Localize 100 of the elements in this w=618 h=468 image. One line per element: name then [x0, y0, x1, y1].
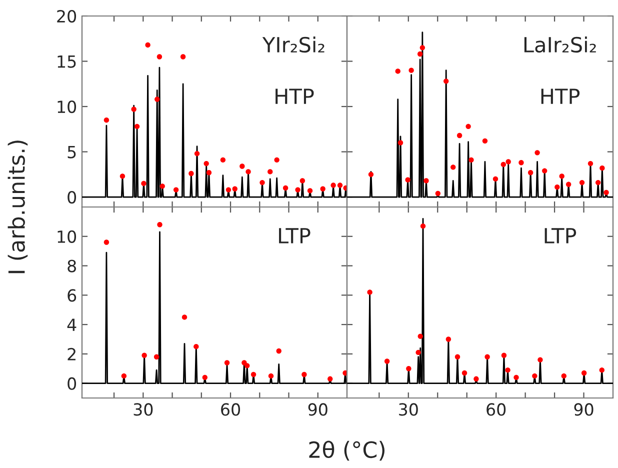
point	[528, 170, 534, 176]
point	[416, 350, 421, 356]
point	[120, 174, 126, 179]
point	[514, 374, 519, 380]
point	[604, 190, 609, 196]
point	[328, 376, 333, 382]
point	[154, 96, 160, 102]
point	[224, 360, 230, 366]
point	[250, 372, 256, 378]
y-tick-label: 2	[68, 348, 76, 360]
point	[420, 45, 426, 50]
point	[538, 357, 543, 362]
point	[417, 51, 423, 57]
point	[260, 180, 265, 186]
point	[482, 138, 488, 144]
point	[206, 170, 212, 176]
annotation: LTP	[279, 228, 310, 244]
point	[581, 370, 587, 376]
point	[466, 124, 471, 130]
point	[367, 290, 372, 295]
point	[145, 42, 150, 48]
point	[450, 164, 456, 170]
annotation: HTP	[276, 88, 314, 104]
annotation: LTP	[544, 228, 576, 244]
x-tick-label: 60	[486, 403, 506, 416]
point	[194, 344, 199, 350]
point	[104, 240, 110, 245]
point	[342, 370, 347, 376]
point	[244, 363, 250, 368]
point	[501, 352, 507, 358]
point	[295, 187, 300, 192]
point	[302, 372, 307, 378]
point	[274, 157, 280, 163]
point	[337, 182, 343, 188]
annotation: YIr₂Si₂	[262, 36, 324, 53]
point	[579, 180, 585, 186]
point	[532, 373, 538, 379]
point	[468, 157, 474, 163]
x-tick-label: 30	[399, 403, 418, 416]
y-tick-label: 20	[57, 10, 76, 23]
point	[157, 222, 162, 228]
point	[268, 373, 274, 379]
point	[418, 334, 423, 339]
point	[276, 348, 282, 354]
x-axis-title: 2θ (°C)	[309, 440, 384, 461]
x-tick-label: 90	[308, 403, 328, 416]
point	[141, 180, 146, 186]
point	[559, 174, 564, 179]
point	[554, 184, 560, 190]
point	[474, 376, 479, 382]
point	[282, 185, 288, 191]
point	[398, 140, 404, 146]
annotation: LaIr₂Si₂	[524, 36, 596, 53]
point	[424, 178, 429, 184]
point	[160, 184, 165, 189]
point	[395, 68, 400, 74]
point	[330, 182, 336, 188]
point	[462, 370, 468, 376]
point	[561, 373, 566, 379]
point	[599, 367, 604, 373]
point	[518, 160, 524, 166]
point	[408, 68, 414, 73]
y-tick-label: 10	[58, 230, 76, 243]
point	[220, 157, 226, 163]
y-tick-label: 0	[68, 191, 76, 204]
point	[368, 172, 374, 178]
point	[131, 106, 136, 112]
y-tick-label: 0	[68, 377, 76, 390]
point	[188, 170, 194, 176]
point	[446, 336, 452, 342]
point	[104, 118, 110, 123]
point	[246, 169, 251, 174]
point	[595, 180, 601, 186]
point	[180, 54, 186, 60]
point	[484, 354, 490, 360]
point	[500, 162, 506, 168]
y-tick-label: 10	[58, 100, 76, 114]
point	[420, 224, 426, 229]
point	[121, 373, 127, 379]
point	[156, 54, 162, 60]
y-tick-label: 15	[58, 55, 76, 68]
point	[588, 160, 594, 166]
point	[154, 354, 160, 360]
point	[194, 150, 200, 156]
point	[566, 182, 572, 187]
y-tick-label: 8	[68, 260, 76, 272]
point	[182, 314, 188, 320]
point	[202, 374, 208, 380]
point	[534, 150, 540, 156]
point	[226, 187, 232, 192]
point	[240, 164, 245, 169]
point	[134, 124, 140, 130]
annotation: HTP	[541, 88, 580, 104]
point	[456, 132, 462, 138]
point	[542, 168, 548, 174]
y-tick-label: 6	[68, 289, 76, 302]
point	[506, 159, 511, 164]
point	[232, 186, 238, 192]
point	[600, 165, 605, 171]
y-tick-label: 5	[68, 146, 76, 158]
